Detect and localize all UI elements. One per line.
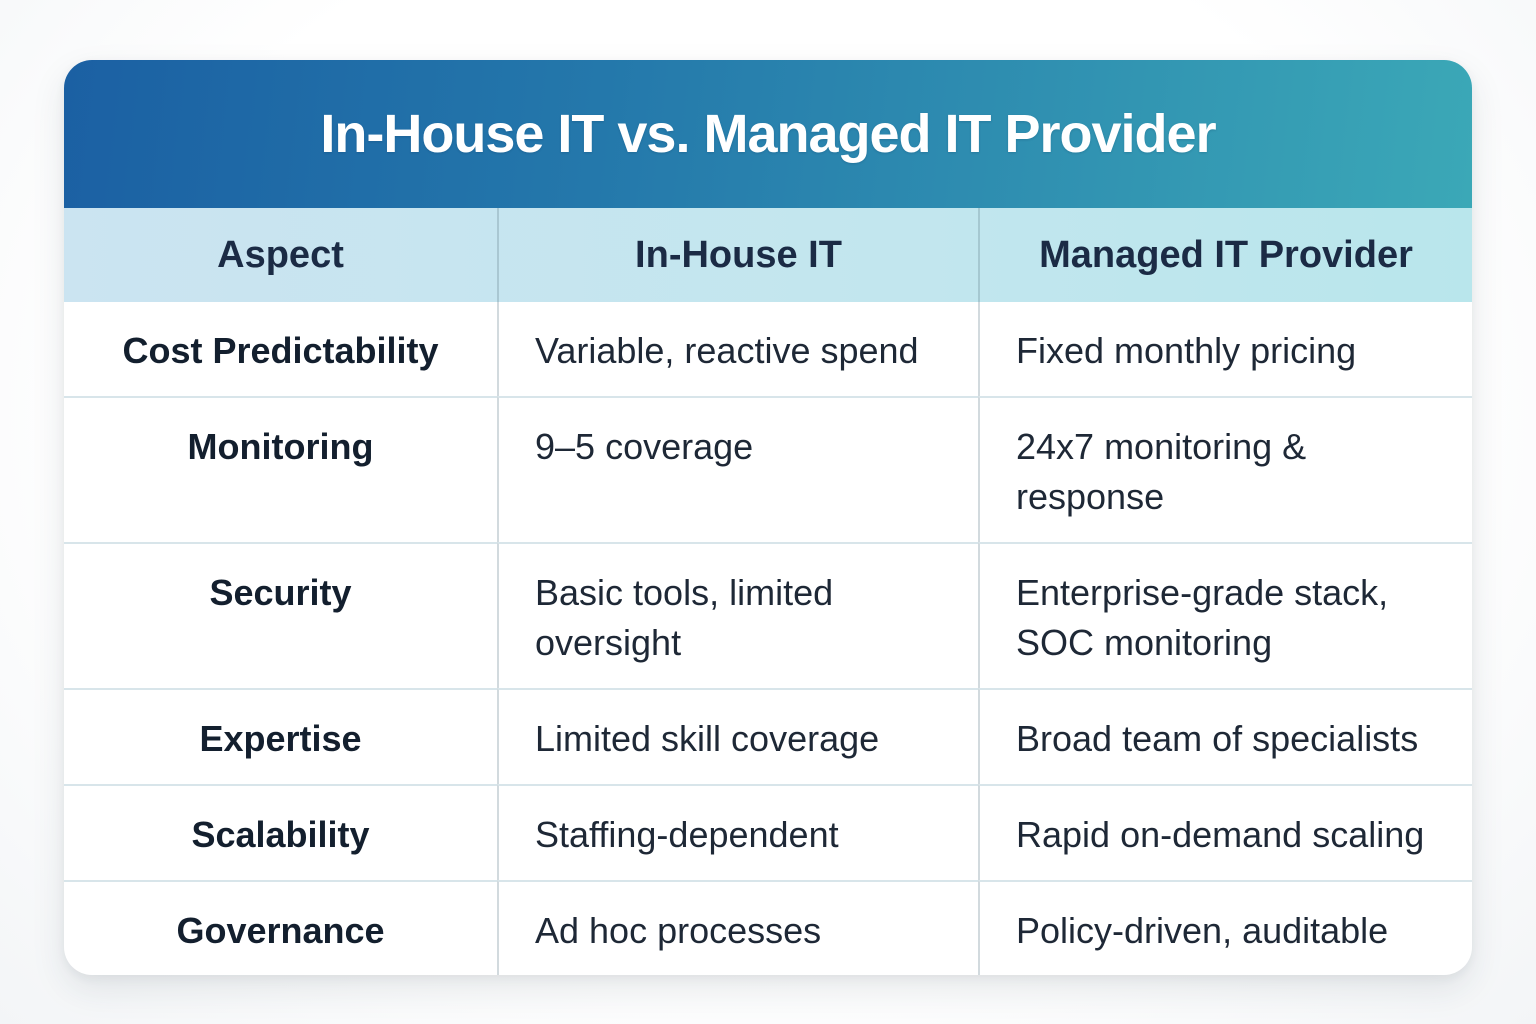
table-body: Cost Predictability Variable, reactive s… — [64, 302, 1472, 975]
aspect-cell: Cost Predictability — [122, 330, 439, 371]
table-row: Cost Predictability Variable, reactive s… — [64, 302, 1472, 396]
table-row: Governance Ad hoc processes Policy-drive… — [64, 880, 1472, 975]
column-header-in-house: In-House IT — [497, 208, 978, 302]
managed-cell: Enterprise-grade stack, SOC monitoring — [978, 542, 1472, 688]
aspect-cell: Scalability — [64, 784, 497, 880]
aspect-cell: Governance — [64, 880, 497, 975]
column-header-row: Aspect In-House IT Managed IT Provider — [64, 208, 1472, 302]
managed-cell: Rapid on-demand scaling — [978, 784, 1472, 880]
table-row: Security Basic tools, limited oversight … — [64, 542, 1472, 688]
table-row: Monitoring 9–5 coverage 24x7 monitoring … — [64, 396, 1472, 542]
in-house-cell: Variable, reactive spend — [497, 302, 978, 396]
aspect-cell: Monitoring — [64, 396, 497, 542]
in-house-cell: Staffing-dependent — [497, 784, 978, 880]
in-house-cell: Ad hoc processes — [497, 880, 978, 975]
comparison-table-card: In-House IT vs. Managed IT Provider Aspe… — [64, 60, 1472, 975]
page-title: In-House IT vs. Managed IT Provider — [320, 104, 1216, 164]
aspect-cell: Expertise — [64, 688, 497, 784]
aspect-cell: Security — [64, 542, 497, 688]
in-house-cell: Limited skill coverage — [497, 688, 978, 784]
managed-cell: Broad team of specialists — [978, 688, 1472, 784]
managed-cell: 24x7 monitoring & response — [978, 396, 1472, 542]
column-header-managed: Managed IT Provider — [978, 208, 1472, 302]
table-row: Scalability Staffing-dependent Rapid on-… — [64, 784, 1472, 880]
in-house-cell: 9–5 coverage — [497, 396, 978, 542]
table-title-banner: In-House IT vs. Managed IT Provider — [64, 60, 1472, 208]
column-header-aspect: Aspect — [217, 233, 344, 276]
managed-cell: Fixed monthly pricing — [978, 302, 1472, 396]
table-row: Expertise Limited skill coverage Broad t… — [64, 688, 1472, 784]
managed-cell: Policy-driven, auditable — [978, 880, 1472, 975]
in-house-cell: Basic tools, limited oversight — [497, 542, 978, 688]
